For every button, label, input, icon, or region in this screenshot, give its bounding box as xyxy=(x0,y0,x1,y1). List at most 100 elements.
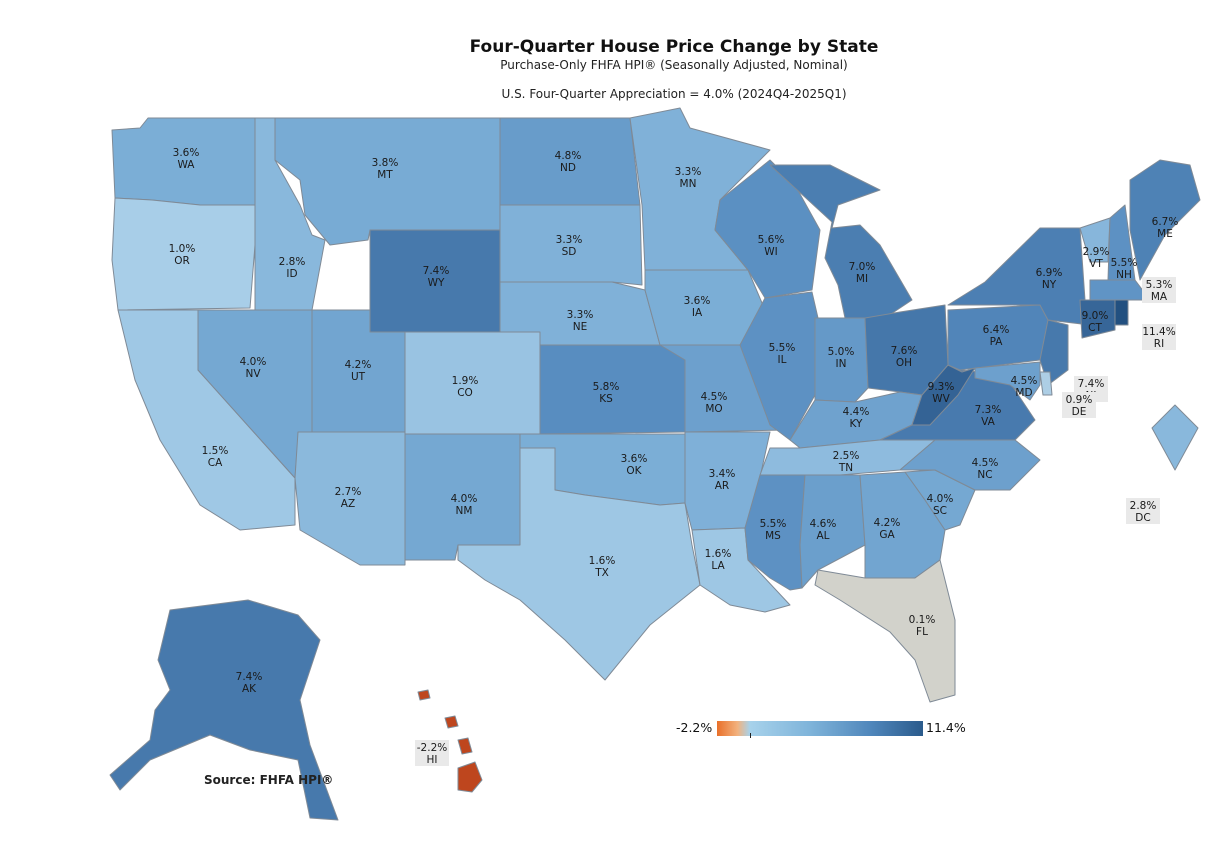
state-value-label: 4.2% xyxy=(874,517,901,529)
state-value-label: 0.1% xyxy=(909,614,936,626)
state-value-label: 4.0% xyxy=(451,493,478,505)
state-nj[interactable] xyxy=(1039,319,1069,386)
state-value-label: 6.4% xyxy=(983,324,1010,336)
state-label-box xyxy=(1062,392,1096,418)
state-code-label: OK xyxy=(626,465,642,477)
state-label-oh: 7.6%OH xyxy=(891,345,918,369)
state-code-label: NH xyxy=(1116,269,1132,281)
state-dc[interactable] xyxy=(1151,404,1199,471)
state-value-label: 3.6% xyxy=(173,147,200,159)
state-code-label: RI xyxy=(1154,338,1164,350)
state-label-az: 2.7%AZ xyxy=(335,486,362,510)
state-label-ok: 3.6%OK xyxy=(621,453,648,477)
state-label-ma: 5.3%MA xyxy=(1142,277,1176,303)
state-value-label: 4.0% xyxy=(927,493,954,505)
state-ri[interactable] xyxy=(1114,299,1129,326)
state-label-wv: 9.3%WV xyxy=(928,381,955,405)
state-label-ar: 3.4%AR xyxy=(709,468,736,492)
state-value-label: 9.3% xyxy=(928,381,955,393)
state-label-va: 7.3%VA xyxy=(975,404,1002,428)
state-ct[interactable] xyxy=(1079,299,1116,339)
state-code-label: IL xyxy=(778,354,787,366)
state-nc[interactable] xyxy=(899,439,1041,491)
state-value-label: 6.9% xyxy=(1036,267,1063,279)
state-code-label: KY xyxy=(850,418,864,430)
state-label-or: 1.0%OR xyxy=(169,243,196,267)
state-code-label: WY xyxy=(428,277,445,289)
state-code-label: ID xyxy=(286,268,297,280)
state-code-label: WI xyxy=(764,246,777,258)
state-mi[interactable] xyxy=(769,164,913,319)
state-code-label: ND xyxy=(560,162,576,174)
state-value-label: 4.5% xyxy=(1011,375,1038,387)
state-label-sd: 3.3%SD xyxy=(556,234,583,258)
state-me[interactable] xyxy=(1129,159,1201,281)
state-label-fl: 0.1%FL xyxy=(909,614,936,638)
state-code-label: GA xyxy=(879,529,895,541)
state-label-in: 5.0%IN xyxy=(828,346,855,370)
state-label-wy: 7.4%WY xyxy=(423,265,450,289)
state-label-wa: 3.6%WA xyxy=(173,147,200,171)
state-label-co: 1.9%CO xyxy=(452,375,479,399)
state-code-label: TN xyxy=(838,462,853,474)
state-value-label: 4.2% xyxy=(345,359,372,371)
state-value-label: 4.5% xyxy=(972,457,999,469)
state-code-label: MD xyxy=(1015,387,1032,399)
state-value-label: 1.9% xyxy=(452,375,479,387)
state-wv[interactable] xyxy=(911,364,976,426)
state-label-ne: 3.3%NE xyxy=(567,309,594,333)
state-ak[interactable] xyxy=(109,599,339,821)
legend-zero-tick xyxy=(750,733,751,738)
state-label-pa: 6.4%PA xyxy=(983,324,1010,348)
state-label-al: 4.6%AL xyxy=(810,518,837,542)
state-label-sc: 4.0%SC xyxy=(927,493,954,517)
state-value-label: 5.5% xyxy=(760,518,787,530)
state-label-mo: 4.5%MO xyxy=(701,391,728,415)
state-il[interactable] xyxy=(739,291,819,441)
state-label-ms: 5.5%MS xyxy=(760,518,787,542)
state-code-label: DE xyxy=(1072,406,1087,418)
state-code-label: SC xyxy=(933,505,947,517)
state-code-label: NM xyxy=(456,505,473,517)
state-in[interactable] xyxy=(814,317,869,403)
state-ma[interactable] xyxy=(1089,279,1151,301)
state-value-label: 0.9% xyxy=(1066,394,1093,406)
state-code-label: AL xyxy=(816,530,829,542)
state-code-label: NY xyxy=(1042,279,1057,291)
state-hi-island xyxy=(457,737,473,755)
state-sd[interactable] xyxy=(499,204,643,286)
legend-max-label: 11.4% xyxy=(926,720,966,735)
state-label-ga: 4.2%GA xyxy=(874,517,901,541)
state-az[interactable] xyxy=(294,431,406,566)
state-fl[interactable] xyxy=(814,559,956,703)
state-code-label: ME xyxy=(1157,228,1173,240)
state-label-me: 6.7%ME xyxy=(1152,216,1179,240)
state-al[interactable] xyxy=(799,474,866,589)
state-value-label: 3.3% xyxy=(567,309,594,321)
state-value-label: 2.5% xyxy=(833,450,860,462)
state-label-ny: 6.9%NY xyxy=(1036,267,1063,291)
state-hi[interactable] xyxy=(457,761,483,793)
state-label-nv: 4.0%NV xyxy=(240,356,267,380)
state-code-label: NC xyxy=(977,469,992,481)
state-value-label: 4.4% xyxy=(843,406,870,418)
state-label-tn: 2.5%TN xyxy=(833,450,860,474)
state-code-label: AK xyxy=(242,683,257,695)
state-code-label: CA xyxy=(208,457,223,469)
state-value-label: 1.6% xyxy=(589,555,616,567)
state-code-label: CO xyxy=(457,387,473,399)
state-tx[interactable] xyxy=(457,447,701,681)
state-label-box xyxy=(1142,324,1176,350)
state-md[interactable] xyxy=(974,361,1041,401)
state-de[interactable] xyxy=(1039,371,1053,396)
state-code-label: SD xyxy=(562,246,577,258)
state-label-wi: 5.6%WI xyxy=(758,234,785,258)
state-value-label: 6.7% xyxy=(1152,216,1179,228)
state-value-label: 5.5% xyxy=(1111,257,1138,269)
state-vt[interactable] xyxy=(1079,217,1111,263)
state-value-label: 4.0% xyxy=(240,356,267,368)
state-label-ca: 1.5%CA xyxy=(202,445,229,469)
state-code-label: FL xyxy=(916,626,928,638)
state-label-ky: 4.4%KY xyxy=(843,406,870,430)
